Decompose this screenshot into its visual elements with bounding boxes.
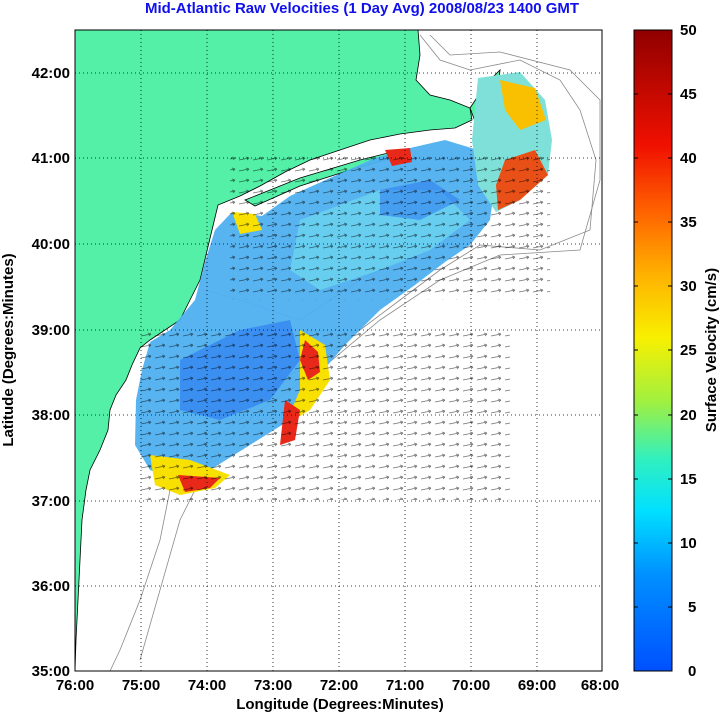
colorbar-gradient bbox=[633, 29, 673, 672]
colorbar-tick: 10 bbox=[680, 535, 697, 552]
colorbar-tick: 50 bbox=[680, 22, 697, 39]
x-tick: 76:00 bbox=[56, 677, 94, 694]
colorbar-tick: 45 bbox=[680, 86, 697, 103]
y-tick: 35:00 bbox=[32, 663, 70, 680]
x-tick: 68:00 bbox=[581, 677, 619, 694]
x-tick: 72:00 bbox=[320, 677, 358, 694]
y-tick: 42:00 bbox=[32, 65, 70, 82]
colorbar-tick: 20 bbox=[680, 407, 697, 424]
y-tick: 37:00 bbox=[32, 493, 70, 510]
y-tick: 41:00 bbox=[32, 150, 70, 167]
x-tick: 70:00 bbox=[452, 677, 490, 694]
colorbar-tick: 25 bbox=[680, 342, 697, 359]
y-axis-ticks: 42:00 41:00 40:00 39:00 38:00 37:00 36:0… bbox=[32, 65, 70, 680]
x-tick: 74:00 bbox=[188, 677, 226, 694]
grid-lines bbox=[75, 30, 602, 671]
x-axis-label: Longitude (Degrees:Minutes) bbox=[236, 696, 444, 713]
y-tick: 39:00 bbox=[32, 322, 70, 339]
colorbar: 50 45 40 35 30 25 20 15 10 5 0 bbox=[633, 22, 697, 680]
x-tick: 69:00 bbox=[518, 677, 556, 694]
map-plot-area bbox=[75, 30, 602, 671]
map-title: Mid-Atlantic Raw Velocities (1 Day Avg) … bbox=[144, 0, 580, 17]
x-tick: 75:00 bbox=[122, 677, 160, 694]
y-tick: 38:00 bbox=[32, 407, 70, 424]
colorbar-tick: 30 bbox=[680, 278, 697, 295]
x-axis-ticks: 76:00 75:00 74:00 73:00 72:00 71:00 70:0… bbox=[56, 677, 619, 694]
colorbar-tick: 5 bbox=[688, 599, 696, 616]
colorbar-label: Surface Velocity (cm/s) bbox=[703, 268, 720, 432]
colorbar-tick: 15 bbox=[680, 471, 697, 488]
y-tick: 40:00 bbox=[32, 236, 70, 253]
x-tick: 73:00 bbox=[254, 677, 292, 694]
colorbar-tick: 0 bbox=[688, 663, 696, 680]
colorbar-tick: 40 bbox=[680, 150, 697, 167]
y-axis-label: Latitude (Degrees:Minutes) bbox=[0, 253, 17, 446]
colorbar-tick: 35 bbox=[680, 214, 697, 231]
x-tick: 71:00 bbox=[386, 677, 424, 694]
y-tick: 36:00 bbox=[32, 578, 70, 595]
velocity-field bbox=[135, 72, 552, 500]
